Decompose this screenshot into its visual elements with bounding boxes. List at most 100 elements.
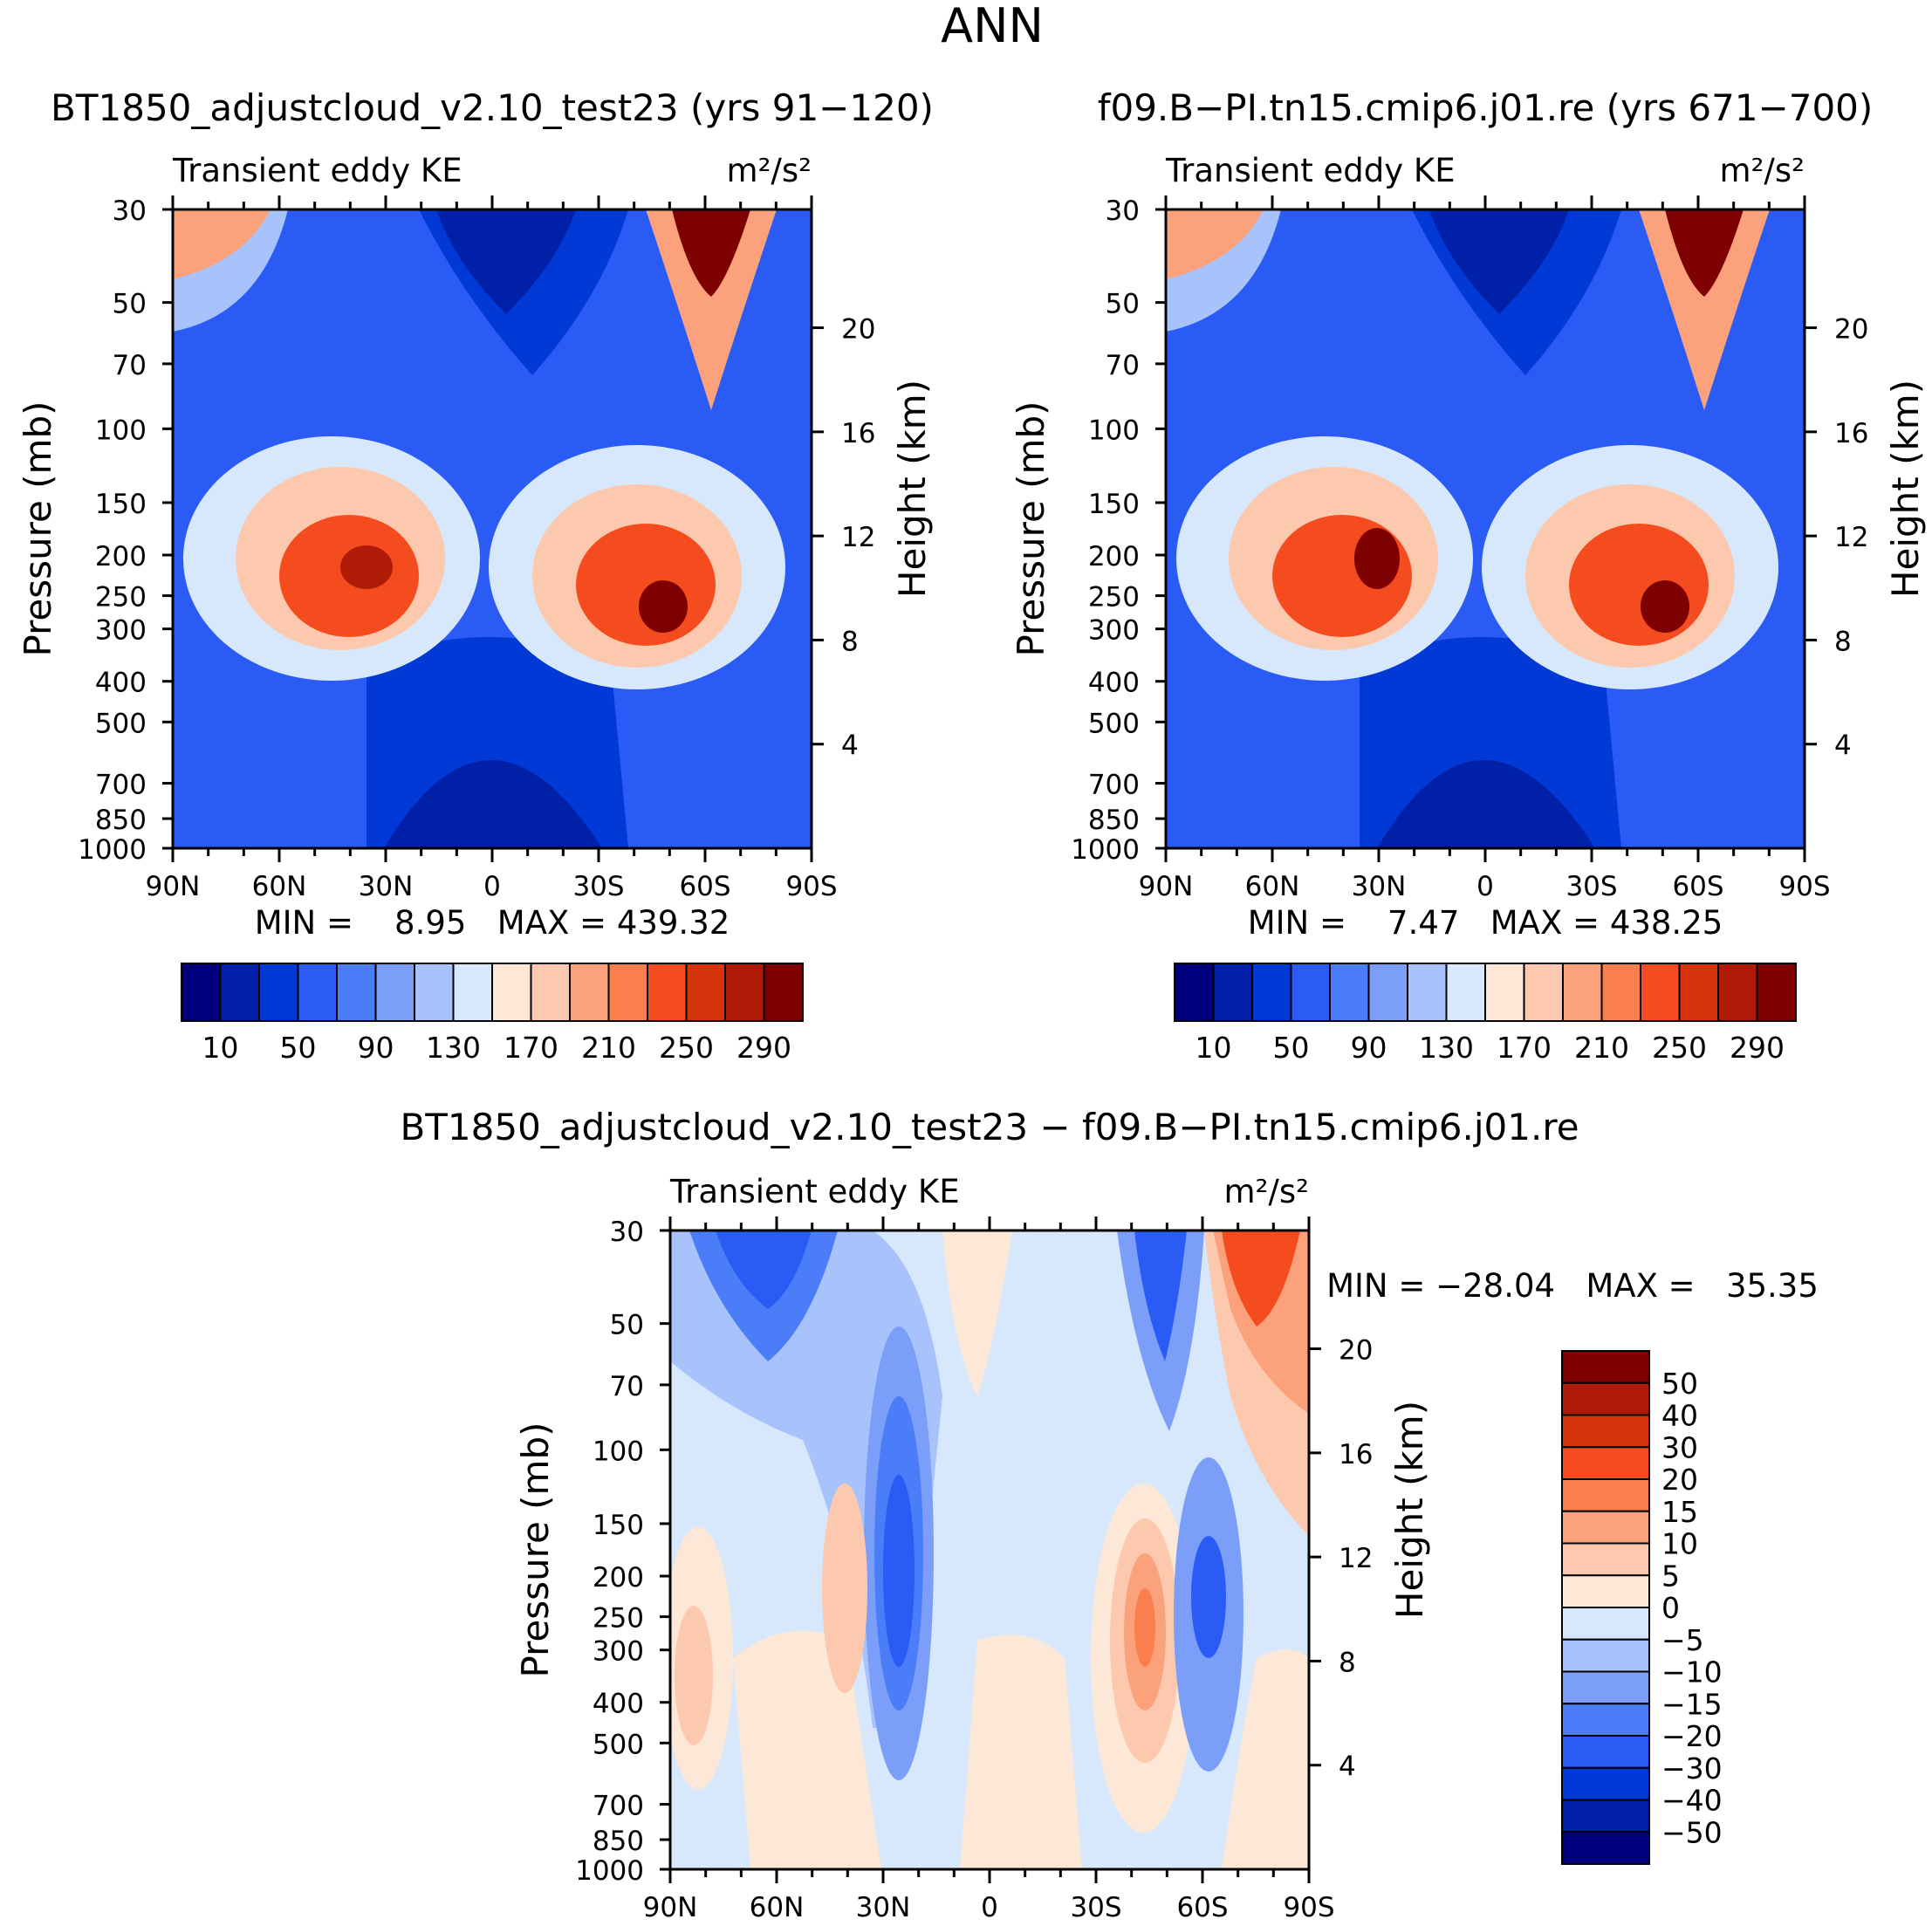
- panel-3-equator-pos-strat: [942, 1230, 1012, 1396]
- colorbar-label: 10: [202, 1031, 239, 1065]
- x-tick-label: 30S: [1070, 1892, 1121, 1923]
- colorbar-box: [1561, 1381, 1650, 1416]
- y-tick-label: 30: [113, 195, 147, 227]
- panel-1: BT1850_adjustcloud_v2.10_test23 (yrs 91−…: [17, 86, 934, 1065]
- colorbar-label: 0: [1661, 1591, 1680, 1625]
- y-tick-label: 850: [1088, 805, 1140, 836]
- y-right-tick-label: 20: [841, 314, 875, 346]
- panel-2-nh-jet-core: [1354, 528, 1400, 589]
- colorbar-label: 50: [1273, 1031, 1310, 1065]
- colorbar-box: [1367, 963, 1408, 1022]
- y-tick-label: 50: [1106, 289, 1140, 320]
- y-tick-label: 500: [1088, 708, 1140, 739]
- colorbar-box: [1561, 1799, 1650, 1833]
- panel-2-sh-jet-inner: [1569, 524, 1709, 646]
- panel-3-variable-label: Transient eddy KE: [669, 1173, 960, 1210]
- y-tick-label: 250: [95, 582, 147, 613]
- x-tick-label: 90N: [1139, 871, 1194, 902]
- colorbar-box: [1561, 1766, 1650, 1801]
- panel-1-stats: MIN = 8.95 MAX = 439.32: [255, 904, 730, 942]
- y-tick-label: 70: [610, 1371, 644, 1402]
- colorbar-label: 10: [1661, 1527, 1698, 1561]
- panel-1-colorbar: 10 50 90 130 170 210 250 290: [181, 963, 804, 1065]
- panel-3-nh-pos-30n: [822, 1484, 867, 1693]
- main-title: ANN: [941, 0, 1044, 53]
- colorbar-box: [763, 963, 804, 1022]
- y-right-tick-label: 8: [1339, 1647, 1356, 1678]
- colorbar-label: 90: [1351, 1031, 1387, 1065]
- y-tick-label: 500: [95, 708, 147, 739]
- colorbar-box: [1756, 963, 1797, 1022]
- colorbar-label: 90: [358, 1031, 394, 1065]
- colorbar-label: −20: [1661, 1719, 1723, 1753]
- y-tick-label: 700: [1088, 770, 1140, 801]
- y-tick-label: 250: [1088, 582, 1140, 613]
- colorbar-box: [1561, 1703, 1650, 1737]
- colorbar-box: [1561, 1350, 1650, 1384]
- y-tick-label: 300: [593, 1636, 644, 1668]
- colorbar-box: [1561, 1510, 1650, 1545]
- colorbar-label: 210: [1574, 1031, 1629, 1065]
- colorbar-box: [1640, 963, 1681, 1022]
- colorbar-label: 15: [1661, 1495, 1698, 1529]
- x-tick-label: 30S: [1565, 871, 1617, 902]
- x-tick-label: 30N: [856, 1892, 911, 1923]
- panel-3-sh-strat-neg-core: [1134, 1230, 1187, 1361]
- y-tick-label: 500: [593, 1729, 644, 1760]
- y-tick-label: 300: [95, 615, 147, 647]
- x-tick-label: 60N: [750, 1892, 805, 1923]
- panel-3-ylabel: Pressure (mb): [514, 1422, 557, 1677]
- y-right-tick-label: 16: [1339, 1439, 1373, 1470]
- colorbar-label: 210: [581, 1031, 636, 1065]
- y-tick-label: 1000: [1071, 834, 1140, 866]
- colorbar-box: [336, 963, 377, 1022]
- x-tick-label: 30S: [572, 871, 624, 902]
- panel-1-sh-polar-core: [672, 209, 750, 297]
- colorbar-box: [1212, 963, 1253, 1022]
- colorbar-box: [1251, 963, 1292, 1022]
- x-tick-label: 60S: [679, 871, 730, 902]
- colorbar-label: 290: [1730, 1031, 1785, 1065]
- y-right-tick-label: 4: [1339, 1751, 1356, 1783]
- colorbar-label: 30: [1661, 1430, 1698, 1464]
- y-right-tick-label: 16: [841, 418, 875, 449]
- y-tick-label: 400: [593, 1689, 644, 1720]
- panel-1-ylabel: Pressure (mb): [17, 401, 59, 656]
- colorbar-label: −10: [1661, 1655, 1723, 1690]
- colorbar-box: [607, 963, 648, 1022]
- y-tick-label: 850: [95, 805, 147, 836]
- colorbar-label: 20: [1661, 1463, 1698, 1497]
- panel-3-field: [670, 1230, 1309, 1869]
- y-tick-label: 70: [113, 350, 147, 381]
- colorbar-box: [685, 963, 726, 1022]
- y-tick-label: 30: [1106, 195, 1140, 227]
- colorbar-box: [1562, 963, 1603, 1022]
- y-tick-label: 100: [95, 415, 147, 446]
- colorbar-box: [1561, 1831, 1650, 1865]
- y-tick-label: 700: [593, 1791, 644, 1822]
- colorbar-box: [1445, 963, 1486, 1022]
- colorbar-label: 130: [426, 1031, 481, 1065]
- y-tick-label: 1000: [575, 1855, 644, 1887]
- colorbar-box: [1678, 963, 1719, 1022]
- panel-1-trop-core: [384, 760, 602, 848]
- panel-3-sh-pos-core: [1134, 1588, 1155, 1667]
- colorbar-box: [1523, 963, 1564, 1022]
- colorbar-box: [724, 963, 765, 1022]
- y-tick-label: 100: [1088, 415, 1140, 446]
- y-right-tick-label: 4: [841, 730, 859, 762]
- y-right-tick-label: 8: [841, 626, 859, 657]
- y-tick-label: 50: [610, 1310, 644, 1341]
- y-right-tick-label: 4: [1834, 730, 1852, 762]
- colorbar-box: [1561, 1607, 1650, 1641]
- y-tick-label: 300: [1088, 615, 1140, 647]
- colorbar-box: [1561, 1670, 1650, 1705]
- panel-2-ylabel: Pressure (mb): [1010, 401, 1052, 656]
- panel-2-nh-polar-core: [1166, 209, 1264, 279]
- panel-3: BT1850_adjustcloud_v2.10_test23 − f09.B−…: [400, 1106, 1818, 1923]
- colorbar-box: [297, 963, 338, 1022]
- panel-3-sh-low-pos: [1222, 1649, 1309, 1869]
